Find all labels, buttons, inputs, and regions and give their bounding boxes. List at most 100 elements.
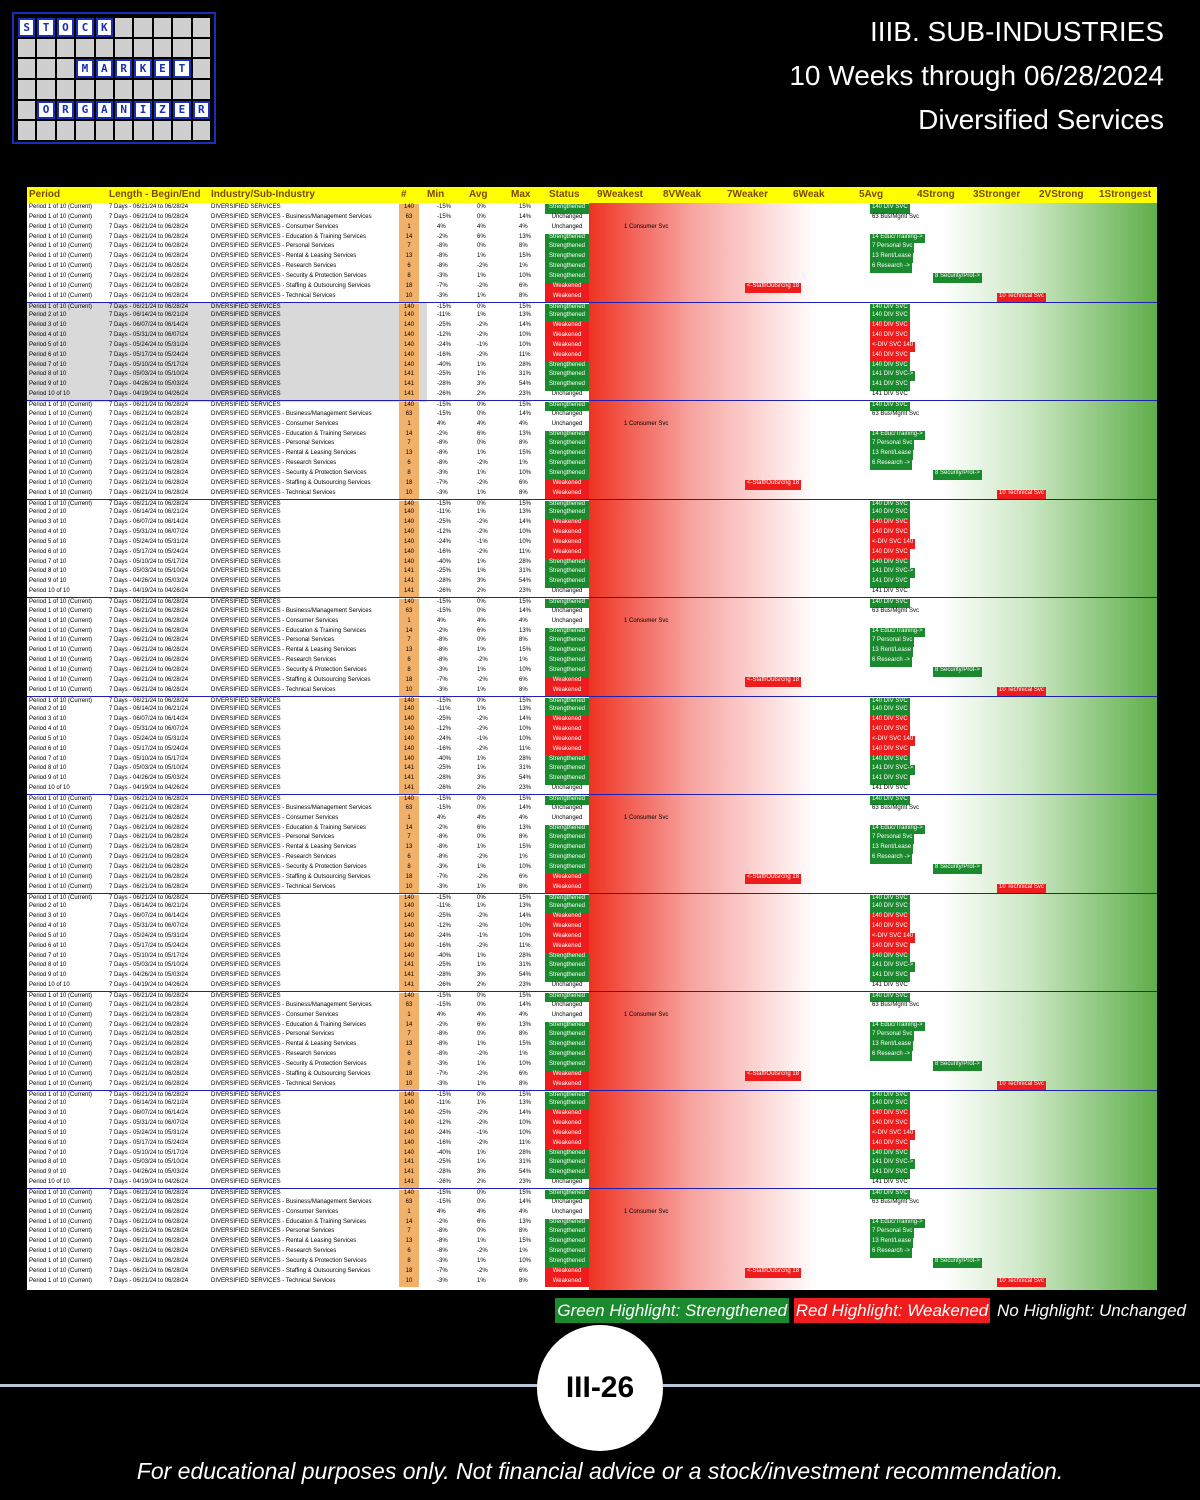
strength-tag: 140 DIV SVC (870, 706, 910, 717)
count-cell: 18 (399, 282, 419, 293)
avg-cell: 0% (477, 303, 486, 310)
period-cell: Period 1 of 10 (Current) (29, 1218, 93, 1225)
strength-tag: 140 DIV SVC (870, 548, 910, 559)
period-cell: Period 1 of 10 (Current) (29, 1267, 93, 1274)
industry-cell: DIVERSIFIED SERVICES (211, 402, 281, 408)
status-cell: Weakened (545, 489, 589, 500)
avg-cell: 1% (477, 1080, 486, 1087)
avg-cell: -1% (477, 932, 488, 939)
avg-cell: 2% (477, 588, 486, 595)
table-row: Period 1 of 10 (Current) 7 Days - 06/21/2… (27, 223, 1157, 234)
industry-cell: DIVERSIFIED SERVICES - Security & Protec… (211, 666, 367, 673)
max-cell: 15% (519, 1091, 532, 1098)
avg-cell: 1% (477, 863, 486, 870)
period-cell: Period 6 of 10 (29, 1139, 67, 1146)
status-cell: Strengthened (545, 627, 589, 638)
count-cell: 1 (399, 420, 419, 431)
min-cell: -40% (437, 952, 452, 959)
max-cell: 28% (519, 952, 532, 959)
strength-tag: 140 DIV SVC (870, 1149, 910, 1160)
max-cell: 8% (519, 637, 528, 644)
table-row: Period 1 of 10 (Current) 7 Days - 06/21/2… (27, 1080, 1157, 1091)
count-cell: 140 (399, 745, 419, 756)
table-row: Period 1 of 10 (Current) 7 Days - 06/21/2… (27, 892, 1157, 904)
max-cell: 13% (519, 430, 532, 437)
max-cell: 15% (519, 1190, 532, 1196)
length-cell: 7 Days - 06/21/24 to 06/28/24 (109, 1190, 189, 1196)
max-cell: 6% (519, 676, 528, 683)
strength-tag: 141 DIV SVC (872, 1179, 908, 1186)
period-cell: Period 1 of 10 (Current) (29, 796, 93, 802)
min-cell: -15% (437, 804, 452, 811)
table-row: Period 1 of 10 (Current) 7 Days - 06/21/2… (27, 459, 1157, 470)
min-cell: -8% (437, 440, 448, 447)
strength-tag: 140 DIV SVC (870, 796, 910, 805)
period-cell: Period 3 of 10 (29, 322, 67, 329)
count-cell: 140 (399, 942, 419, 953)
industry-cell: DIVERSIFIED SERVICES - Security & Protec… (211, 1257, 367, 1264)
industry-cell: DIVERSIFIED SERVICES - Technical Service… (211, 292, 336, 299)
strength-tag: <-DIV SVC 140 (870, 735, 916, 746)
min-cell: -25% (437, 371, 452, 378)
length-cell: 7 Days - 06/21/24 to 06/28/24 (109, 666, 189, 673)
period-cell: Period 3 of 10 (29, 913, 67, 920)
max-cell: 11% (519, 942, 531, 949)
max-cell: 6% (519, 1267, 528, 1274)
max-cell: 15% (519, 993, 532, 999)
status-cell: Strengthened (545, 1031, 589, 1042)
strength-tag: 7 Personal Svc (870, 637, 915, 648)
avg-cell: -2% (477, 263, 488, 270)
status-cell: Strengthened (545, 253, 589, 264)
count-cell: 140 (399, 509, 419, 520)
count-cell: 140 (399, 1110, 419, 1121)
period-cell: Period 1 of 10 (Current) (29, 1070, 93, 1077)
max-cell: 14% (519, 1110, 532, 1117)
column-header: 9Weakest (597, 189, 643, 200)
max-cell: 1% (519, 657, 528, 664)
column-header: 6Weak (793, 189, 825, 200)
industry-cell: DIVERSIFIED SERVICES (211, 1159, 281, 1166)
status-cell: Weakened (545, 322, 589, 333)
industry-cell: DIVERSIFIED SERVICES (211, 706, 281, 713)
min-cell: -7% (437, 873, 448, 880)
period-cell: Period 1 of 10 (Current) (29, 213, 93, 220)
min-cell: -25% (437, 1159, 452, 1166)
strength-tag: <-DIV SVC 140 (870, 932, 916, 943)
table-row: Period 1 of 10 (Current) 7 Days - 06/21/2… (27, 1060, 1157, 1071)
count-cell: 140 (399, 204, 419, 214)
table-row: Period 2 of 10 7 Days - 06/14/24 to 06/21… (27, 705, 1157, 717)
industry-cell: DIVERSIFIED SERVICES - Security & Protec… (211, 469, 367, 476)
industry-title: Diversified Services (918, 104, 1164, 135)
strength-tag: 6 Research -> (870, 263, 912, 273)
status-cell: Weakened (545, 282, 589, 293)
max-cell: 4% (519, 617, 528, 624)
table-row: Period 1 of 10 (Current) 7 Days - 06/21/2… (27, 695, 1157, 707)
max-cell: 13% (519, 1021, 532, 1028)
length-cell: 7 Days - 04/26/24 to 05/03/24 (109, 1169, 189, 1176)
length-cell: 7 Days - 06/21/24 to 06/28/24 (109, 873, 189, 880)
count-cell: 140 (399, 697, 419, 707)
table-row: Period 1 of 10 (Current) 7 Days - 06/21/2… (27, 1267, 1157, 1278)
table-row: Period 3 of 10 7 Days - 06/07/24 to 06/14… (27, 321, 1157, 333)
length-cell: 7 Days - 06/21/24 to 06/28/24 (109, 1238, 189, 1245)
count-cell: 140 (399, 716, 419, 727)
strength-tag: 1 Consumer Svc (624, 1011, 669, 1018)
max-cell: 15% (519, 204, 532, 210)
status-cell: Unchanged (551, 410, 583, 417)
strength-tag: 141 DIV SVC (872, 588, 908, 595)
avg-cell: -2% (477, 332, 488, 339)
count-cell: 141 (399, 578, 419, 589)
length-cell: 7 Days - 06/21/24 to 06/28/24 (109, 599, 189, 605)
status-cell: Strengthened (545, 243, 589, 254)
table-row: Period 4 of 10 7 Days - 05/31/24 to 06/07… (27, 1119, 1157, 1130)
min-cell: -25% (437, 716, 452, 723)
count-cell: 10 (399, 883, 419, 894)
count-cell: 140 (399, 894, 419, 904)
legend-red: Red Highlight: Weakened (793, 1298, 991, 1323)
avg-cell: 1% (477, 489, 486, 496)
strength-tag: 141 DIV SVC (872, 391, 908, 398)
count-cell: 140 (399, 312, 419, 323)
table-header: Period Length - Begin/End Industry/Sub-Ind… (27, 187, 1157, 203)
column-header: 1Strongest (1099, 189, 1152, 200)
avg-cell: -2% (477, 351, 488, 358)
